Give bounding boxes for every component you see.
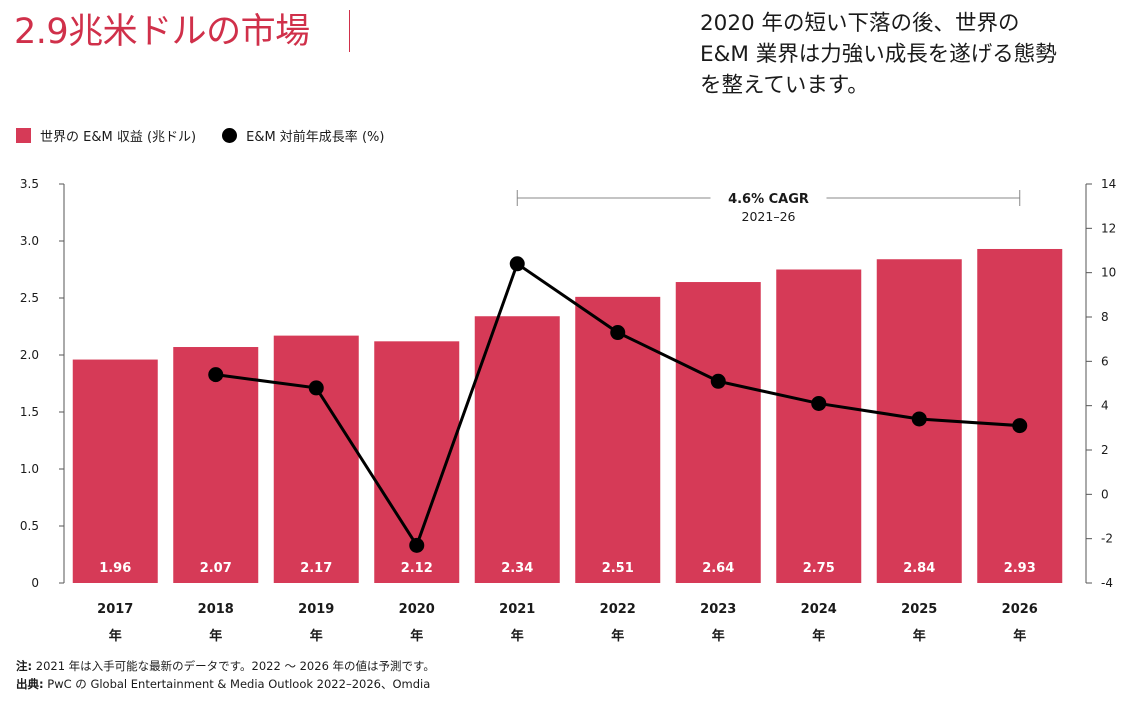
growth-point — [811, 395, 827, 411]
revenue-bar — [72, 359, 158, 583]
right-axis-tick-label: -4 — [1101, 576, 1113, 590]
left-axis-tick-label: 0 — [31, 576, 39, 590]
bar-value-label: 2.84 — [903, 561, 935, 576]
growth-point — [409, 537, 425, 553]
subtitle-line: E&M 業界は力強い成長を遂げる態勢 — [700, 42, 1057, 67]
x-axis-year-suffix: 年 — [611, 628, 624, 644]
right-axis-tick-label: 12 — [1101, 221, 1116, 235]
right-axis-tick-label: 0 — [1101, 487, 1109, 501]
growth-point — [710, 373, 726, 389]
x-axis-year-label: 2022 — [600, 602, 636, 617]
bar-value-label: 2.93 — [1004, 561, 1036, 576]
revenue-bar — [977, 248, 1063, 584]
bar-value-label: 2.07 — [200, 561, 232, 576]
growth-point — [208, 367, 224, 383]
right-axis-tick-label: 2 — [1101, 443, 1109, 457]
x-axis-year-label: 2025 — [901, 602, 937, 617]
x-axis-year-suffix: 年 — [109, 628, 122, 644]
bar-value-label: 2.12 — [401, 561, 433, 576]
cagr-period: 2021–26 — [742, 209, 796, 224]
growth-point — [308, 380, 324, 396]
growth-point — [509, 256, 525, 272]
subtitle-line: を整えています。 — [700, 73, 869, 98]
footer-note: 注: 2021 年は入手可能な最新のデータです。2022 ～ 2026 年の値は… — [16, 657, 435, 675]
cagr-label: 4.6% CAGR — [728, 192, 809, 207]
footer-source: 出典: PwC の Global Entertainment & Media O… — [16, 675, 435, 693]
x-axis-year-label: 2024 — [801, 602, 837, 617]
revenue-bar — [273, 335, 359, 583]
x-axis-year-suffix: 年 — [712, 628, 725, 644]
subtitle: 2020 年の短い下落の後、世界の E&M 業界は力強い成長を遂げる態勢 を整え… — [700, 8, 1140, 101]
bar-value-label: 1.96 — [99, 561, 131, 576]
x-axis-year-suffix: 年 — [1013, 628, 1026, 644]
bar-value-label: 2.34 — [501, 561, 533, 576]
left-axis-tick-label: 3.5 — [20, 177, 39, 191]
left-axis-tick-label: 0.5 — [20, 519, 39, 533]
right-axis-tick-label: -2 — [1101, 532, 1113, 546]
bar-value-label: 2.51 — [602, 561, 634, 576]
revenue-bar — [173, 347, 259, 583]
source-text: PwC の Global Entertainment & Media Outlo… — [43, 677, 431, 691]
footer: 注: 2021 年は入手可能な最新のデータです。2022 ～ 2026 年の値は… — [16, 657, 435, 693]
x-axis-year-label: 2021 — [499, 602, 535, 617]
x-axis-year-label: 2023 — [700, 602, 736, 617]
legend-line-marker — [222, 128, 238, 143]
bar-value-label: 2.75 — [803, 561, 835, 576]
chart-legend: 世界の E&M 収益 (兆ドル) E&M 対前年成長率 (%) — [16, 126, 410, 145]
x-axis-year-label: 2017 — [97, 602, 133, 617]
note-label: 注: — [16, 659, 33, 673]
x-axis-year-suffix: 年 — [511, 628, 524, 644]
right-axis-tick-label: 6 — [1101, 354, 1109, 368]
x-axis-year-suffix: 年 — [812, 628, 825, 644]
legend-bar-label: 世界の E&M 収益 (兆ドル) — [40, 130, 197, 145]
right-axis-tick-label: 4 — [1101, 399, 1109, 413]
legend-bar-swatch — [16, 128, 31, 143]
right-axis-tick-label: 8 — [1101, 310, 1109, 324]
text-cursor — [349, 10, 350, 52]
legend-line-label: E&M 対前年成長率 (%) — [246, 130, 385, 145]
right-axis-tick-label: 14 — [1101, 177, 1116, 191]
x-axis-year-label: 2026 — [1002, 602, 1038, 617]
left-axis-tick-label: 2.5 — [20, 291, 39, 305]
left-axis-tick-label: 1.5 — [20, 405, 39, 419]
revenue-bar — [474, 316, 560, 583]
revenue-bar — [675, 282, 761, 583]
revenue-bar — [575, 296, 661, 583]
x-axis-year-suffix: 年 — [913, 628, 926, 644]
note-text: 2021 年は入手可能な最新のデータです。2022 ～ 2026 年の値は予測で… — [32, 659, 435, 673]
x-axis-year-label: 2018 — [198, 602, 234, 617]
bar-value-label: 2.17 — [300, 561, 332, 576]
bar-value-label: 2.64 — [702, 561, 734, 576]
growth-point — [911, 411, 927, 427]
legend-item-growth: E&M 対前年成長率 (%) — [222, 126, 384, 145]
left-axis-tick-label: 3.0 — [20, 234, 39, 248]
legend-item-revenue: 世界の E&M 収益 (兆ドル) — [16, 126, 196, 145]
x-axis-year-label: 2019 — [298, 602, 334, 617]
left-axis-tick-label: 2.0 — [20, 348, 39, 362]
left-axis-tick-label: 1.0 — [20, 462, 39, 476]
subtitle-line: 2020 年の短い下落の後、世界の — [700, 11, 1020, 36]
x-axis-year-suffix: 年 — [209, 628, 222, 644]
x-axis-year-label: 2020 — [399, 602, 435, 617]
source-label: 出典: — [16, 677, 44, 691]
right-axis-tick-label: 10 — [1101, 266, 1116, 280]
x-axis-year-suffix: 年 — [310, 628, 323, 644]
growth-point — [610, 325, 626, 341]
revenue-bar — [776, 269, 862, 583]
x-axis-year-suffix: 年 — [410, 628, 423, 644]
growth-point — [1012, 418, 1028, 434]
page-title: 2.9兆米ドルの市場 — [14, 12, 310, 52]
